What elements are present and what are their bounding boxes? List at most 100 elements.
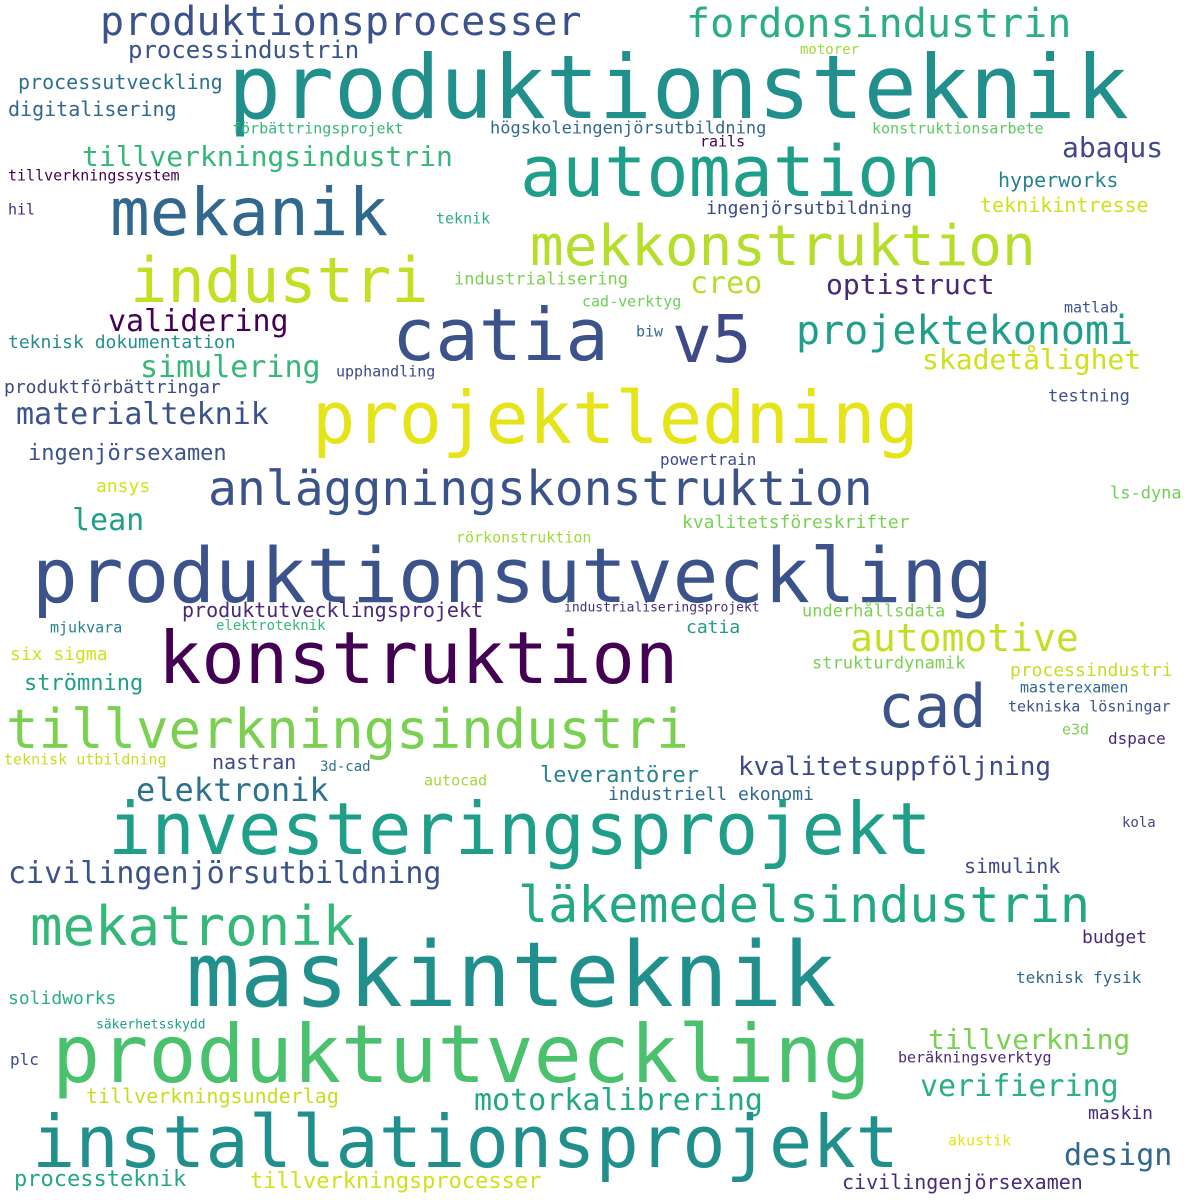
word: produktionsteknik	[228, 36, 1129, 139]
word: produktutveckling	[52, 1008, 871, 1101]
word: industrialisering	[454, 269, 628, 290]
word: elektronik	[136, 771, 329, 809]
word: mekanik	[110, 174, 389, 251]
word: plc	[10, 1050, 39, 1069]
word: automotive	[850, 616, 1079, 660]
word: läkemedelsindustrin	[518, 876, 1090, 934]
word: projektekonomi	[796, 308, 1134, 354]
word: produktionsprocesser	[100, 0, 582, 45]
word: processteknik	[14, 1167, 187, 1192]
word: skadetålighet	[922, 343, 1142, 376]
word: motorkalibrering	[474, 1083, 763, 1118]
word: teknisk utbildning	[4, 750, 167, 769]
word: civilingenjörsutbildning	[8, 856, 442, 891]
word: projektledning	[312, 376, 919, 460]
word: produktionsutveckling	[32, 531, 993, 620]
word: strömning	[24, 671, 144, 696]
word: hil	[8, 200, 36, 219]
word: säkerhetsskydd	[96, 1017, 206, 1033]
word: industri	[130, 244, 429, 317]
word: dspace	[1108, 729, 1166, 748]
word: ansys	[96, 476, 151, 497]
word: teknikintresse	[980, 193, 1149, 217]
word: digitalisering	[8, 97, 177, 121]
word: tillverkningssystem	[8, 166, 180, 185]
word: kola	[1122, 815, 1156, 831]
word: mekatronik	[30, 895, 356, 958]
word: ingenjörsexamen	[28, 441, 227, 466]
word: cad	[878, 672, 987, 742]
word: testning	[1048, 386, 1130, 407]
word: beräkningsverktyg	[898, 1048, 1052, 1067]
word: anläggningskonstruktion	[208, 461, 873, 517]
word: underhållsdata	[802, 601, 946, 622]
word: teknik	[436, 209, 491, 228]
word: processutveckling	[18, 70, 223, 94]
word: mjukvara	[50, 618, 123, 637]
word: design	[1064, 1138, 1173, 1173]
word: materialteknik	[16, 397, 269, 432]
word: v5	[672, 301, 752, 378]
word: abaqus	[1062, 131, 1164, 164]
word: motorer	[800, 42, 860, 58]
word: tekniska lösningar	[1008, 697, 1171, 716]
word: kvalitetsuppföljning	[738, 752, 1052, 782]
word: konstruktionsarbete	[872, 119, 1044, 138]
word: produktutvecklingsprojekt	[182, 598, 484, 622]
word: 3d-cad	[320, 759, 371, 775]
word: konstruktion	[158, 616, 679, 700]
word: hyperworks	[998, 168, 1119, 192]
word: produktförbättringar	[4, 377, 221, 398]
word: maskinteknik	[186, 923, 837, 1028]
word: processindustrin	[128, 36, 360, 64]
word: investeringsprojekt	[108, 787, 932, 871]
word: rails	[700, 132, 746, 151]
word: validering	[108, 304, 289, 339]
word: tillverkning	[928, 1023, 1131, 1056]
word: teknisk fysik	[1016, 968, 1142, 987]
word: cad-verktyg	[582, 292, 682, 311]
word: elektroteknik	[216, 618, 326, 634]
word: upphandling	[336, 362, 436, 381]
word: autocad	[424, 771, 488, 790]
word: rörkonstruktion	[456, 528, 592, 547]
word: processindustri	[1010, 660, 1173, 681]
word: teknisk dokumentation	[8, 332, 236, 353]
word: akustik	[948, 1131, 1012, 1150]
word: powertrain	[660, 450, 757, 469]
word: matlab	[1064, 298, 1119, 317]
word: lean	[72, 503, 145, 538]
word: ingenjörsutbildning	[706, 198, 912, 219]
word: högskoleingenjörsutbildning	[490, 118, 767, 139]
word: tillverkningsunderlag	[86, 1084, 339, 1108]
word: automation	[520, 131, 942, 213]
word: budget	[1082, 927, 1148, 948]
word: ls-dyna	[1110, 483, 1182, 504]
word: kvalitetsföreskrifter	[682, 512, 910, 533]
word: masterexamen	[1020, 678, 1129, 697]
word: simulering	[140, 350, 321, 385]
word: biw	[636, 322, 664, 341]
word: leverantörer	[540, 763, 699, 788]
word: tillverkningsprocesser	[250, 1169, 542, 1194]
word: catia	[686, 617, 741, 638]
word: catia	[392, 293, 609, 377]
word: installationsprojekt	[32, 1100, 899, 1184]
word: six sigma	[10, 644, 108, 665]
word: maskin	[1088, 1103, 1154, 1124]
word: förbättringsprojekt	[232, 119, 404, 138]
word: e3d	[1062, 720, 1090, 739]
word: tillverkningsindustri	[6, 698, 689, 761]
word: solidworks	[8, 988, 117, 1009]
word: tillverkningsindustrin	[82, 140, 453, 173]
word: civilingenjörsexamen	[842, 1170, 1083, 1194]
word: industrialiseringsprojekt	[564, 600, 760, 616]
word: industriell ekonomi	[608, 784, 814, 805]
word: simulink	[964, 854, 1061, 878]
word: creo	[690, 266, 763, 301]
word: mekkonstruktion	[530, 214, 1036, 279]
word: verifiering	[920, 1069, 1119, 1104]
word: optistruct	[826, 268, 995, 301]
word: fordonsindustrin	[686, 1, 1072, 47]
